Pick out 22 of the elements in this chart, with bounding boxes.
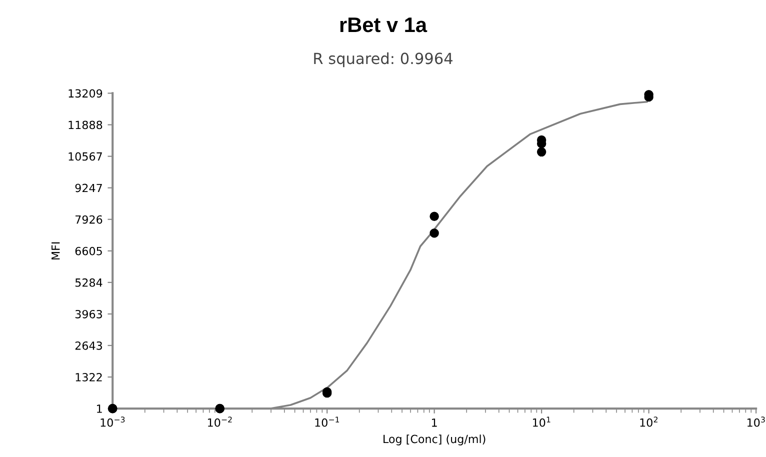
y-tick-label: 10567: [68, 152, 102, 161]
x-tick-label: 10$^{1}$: [533, 416, 550, 427]
y-tick-label: 9247: [75, 184, 102, 192]
x-tick-label: 10$^{−3}$: [100, 416, 125, 427]
y-tick-label: 6605: [75, 246, 102, 256]
y-tick-label: 13209: [68, 89, 102, 98]
y-tick-label: 5284: [75, 278, 102, 287]
x-tick-label: 10$^{3}$: [747, 416, 765, 427]
y-tick-label: 1: [97, 404, 102, 413]
y-tick-label: 7926: [76, 215, 102, 224]
y-axis-title: MFI: [52, 242, 60, 260]
x-tick-label: 1: [432, 418, 437, 427]
x-tick-label: 10$^{−1}$: [315, 416, 340, 427]
y-tick-label: 1322: [76, 372, 102, 382]
x-axis-title: Log [Conc] (ug/ml): [384, 434, 486, 446]
y-tick-label: 11888: [68, 120, 102, 130]
x-tick-label: 10$^{−2}$: [208, 416, 232, 427]
x-tick-label: 10$^{2}$: [640, 416, 658, 427]
y-tick-label: 2643: [75, 341, 102, 350]
chart-subtitle: R squared: 0.9964: [314, 52, 452, 68]
chart-title: rBet v 1a: [340, 18, 428, 32]
y-tick-label: 3963: [75, 310, 102, 318]
